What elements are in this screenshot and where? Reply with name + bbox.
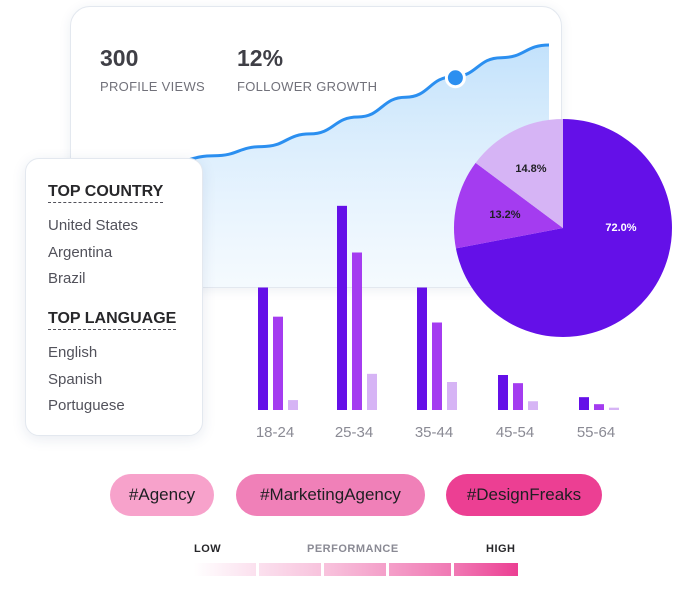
language-item: Spanish: [48, 371, 103, 388]
bar-55-64-series-3: [609, 407, 619, 410]
growth-highlight-point[interactable]: [444, 67, 466, 89]
x-tick-label: 55-64: [577, 424, 615, 441]
age-bar-chart: 18-24 25-34 35-44 45-54 55-64: [256, 205, 619, 441]
hashtag-design-freaks[interactable]: #DesignFreaks: [446, 474, 602, 516]
performance-scale-segment: [194, 563, 256, 576]
country-item: Argentina: [48, 244, 113, 261]
pie-slice-label: 72.0%: [605, 222, 636, 234]
profile-views-label: PROFILE VIEWS: [100, 79, 206, 94]
follower-growth-stat: 12% FOLLOWER GROWTH: [237, 45, 378, 95]
bar-18-24-series-2: [273, 316, 283, 410]
bar-55-64-series-2: [594, 404, 604, 410]
pie-slice-label: 14.8%: [515, 163, 546, 175]
bar-45-54-series-1: [498, 375, 508, 410]
bar-35-44-series-1: [417, 287, 427, 410]
pie-slice-1: [455, 119, 672, 337]
profile-views-stat: 300 PROFILE VIEWS: [100, 45, 206, 95]
bar-45-54-series-3: [528, 401, 538, 410]
bar-18-24-series-3: [288, 400, 298, 410]
performance-title: PERFORMANCE: [307, 543, 399, 555]
bar-18-24-series-1: [258, 287, 268, 410]
x-tick-label: 25-34: [335, 424, 373, 441]
x-tick-label: 35-44: [415, 424, 453, 441]
profile-views-value: 300: [100, 45, 139, 71]
audience-card: TOP COUNTRY United States Argentina Braz…: [25, 158, 203, 436]
bar-25-34-series-3: [367, 373, 377, 410]
performance-high-label: HIGH: [486, 543, 516, 555]
performance-scale-segment: [324, 563, 386, 576]
pie-slice-label: 13.2%: [489, 209, 520, 221]
language-item: English: [48, 344, 98, 361]
follower-growth-label: FOLLOWER GROWTH: [237, 79, 378, 94]
bar-35-44-series-3: [447, 382, 457, 410]
performance-scale-segment: [454, 563, 518, 576]
language-item: Portuguese: [48, 397, 125, 414]
bar-25-34-series-2: [352, 252, 362, 410]
follower-growth-value: 12%: [237, 45, 284, 71]
bar-45-54-series-2: [513, 383, 523, 410]
x-tick-label: 45-54: [496, 424, 534, 441]
bar-55-64-series-1: [579, 397, 589, 410]
bar-25-34-series-1: [337, 205, 347, 410]
top-language-heading: TOP LANGUAGE: [48, 310, 177, 330]
x-tick-label: 18-24: [256, 424, 294, 441]
performance-scale-segment: [389, 563, 451, 576]
hashtag-agency[interactable]: #Agency: [110, 474, 214, 516]
performance-scale-segment: [259, 563, 321, 576]
country-item: United States: [48, 217, 139, 234]
country-item: Brazil: [48, 270, 86, 287]
bar-35-44-series-2: [432, 322, 442, 410]
pie-slice-3: [475, 119, 563, 228]
hashtag-marketing-agency[interactable]: #MarketingAgency: [236, 474, 425, 516]
performance-low-label: LOW: [194, 543, 222, 555]
top-country-heading: TOP COUNTRY: [48, 183, 164, 203]
share-pie-chart: 72.0% 13.2% 14.8%: [454, 119, 672, 337]
pie-slice-2: [454, 162, 563, 249]
